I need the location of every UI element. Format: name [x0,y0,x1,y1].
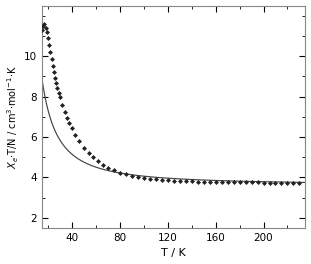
X-axis label: T / K: T / K [161,248,186,258]
Point [81,145,86,150]
Point [135,175,140,179]
Point [50,64,55,68]
Point [195,180,200,184]
Point [49,57,54,61]
Point [41,24,46,28]
Point [96,159,101,163]
Point [53,76,58,81]
Point [48,50,53,54]
Point [111,168,116,172]
Point [153,177,158,181]
Point [86,151,91,155]
Point [69,126,74,130]
Point [285,181,290,185]
Point [65,116,70,120]
Point [159,178,164,182]
Point [67,121,72,125]
Point [165,178,170,182]
Point [219,180,224,184]
Point [44,30,49,34]
Point [47,43,52,47]
Point [291,181,296,185]
Point [60,102,65,107]
Point [177,179,182,183]
Point [73,133,78,137]
Point [105,166,110,170]
Y-axis label: $X_e$$\cdot$T/N / cm$^3$$\cdot$mol$^{-1}$$\cdot$K: $X_e$$\cdot$T/N / cm$^3$$\cdot$mol$^{-1}… [6,65,21,169]
Point [267,180,272,185]
Point [297,181,302,185]
Point [117,171,122,175]
Point [171,178,176,183]
Point [243,180,248,185]
Point [225,180,230,184]
Point [42,22,47,26]
Point [43,26,48,30]
Point [279,180,284,185]
Point [147,177,152,181]
Point [58,95,63,99]
Point [62,110,67,114]
Point [45,36,50,40]
Point [51,70,56,74]
Point [231,180,236,184]
Point [55,86,60,91]
Point [141,176,146,180]
Point [249,180,254,185]
Point [54,81,59,86]
Point [261,180,266,185]
Point [207,180,212,184]
Point [273,180,278,185]
Point [39,28,44,32]
Point [56,90,61,95]
Point [183,179,188,183]
Point [213,180,218,184]
Point [189,179,194,183]
Point [77,139,81,143]
Point [123,172,128,177]
Point [91,155,96,159]
Point [129,174,134,178]
Point [237,180,242,184]
Point [255,180,260,185]
Point [201,180,206,184]
Point [100,163,105,167]
